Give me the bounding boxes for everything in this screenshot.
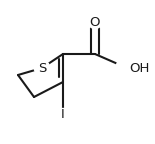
Text: S: S	[38, 61, 46, 74]
Text: OH: OH	[129, 61, 149, 74]
Circle shape	[34, 60, 50, 76]
Text: I: I	[61, 108, 65, 121]
Circle shape	[58, 108, 69, 120]
Circle shape	[116, 57, 138, 79]
Text: O: O	[90, 16, 100, 29]
Circle shape	[88, 15, 102, 29]
